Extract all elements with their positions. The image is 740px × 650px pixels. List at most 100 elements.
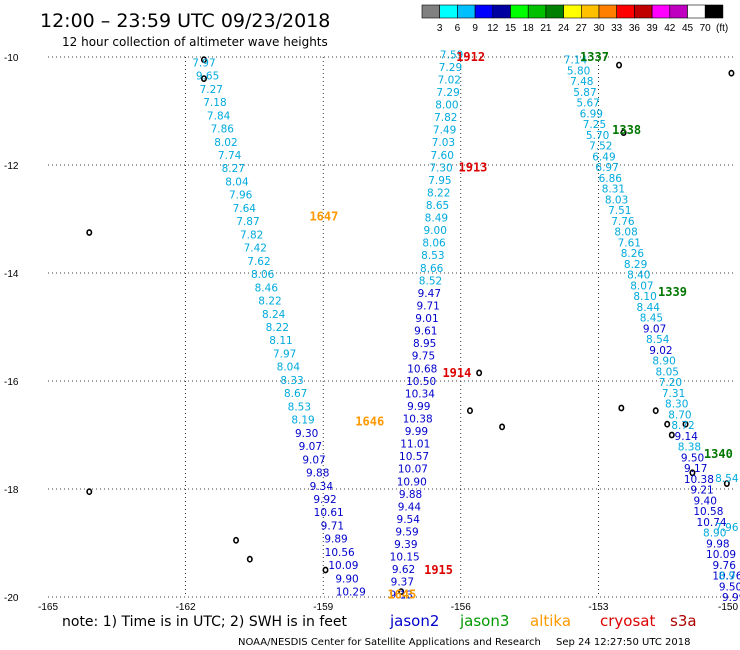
scale-swatch	[634, 4, 653, 19]
island-icon	[728, 69, 735, 77]
island-icon	[398, 588, 405, 595]
island-icon	[200, 75, 207, 82]
wave-height-value: 10.74	[697, 517, 727, 529]
wave-height-value: 7.48	[570, 76, 593, 88]
island-icon	[682, 420, 689, 428]
wave-height-value: 7.74	[218, 150, 242, 162]
wave-height-value: 10.38	[403, 413, 433, 425]
wave-height-value: 9.50	[681, 452, 704, 464]
scale-swatch	[669, 4, 688, 19]
time-label: 1338	[612, 123, 641, 137]
wave-height-value: 8.00	[435, 100, 458, 112]
wave-height-value: 8.10	[633, 291, 656, 303]
time-label: 1647	[309, 209, 338, 223]
wave-height-value: 8.31	[602, 184, 625, 196]
wave-height-value: 8.90	[703, 528, 726, 540]
wave-height-value: 7.64	[233, 203, 257, 215]
wave-height-value: 7.84	[207, 110, 231, 122]
wave-height-value: 7.59	[440, 49, 463, 61]
wave-height-value: 10.09	[328, 560, 358, 572]
axis-ticks: -165 -162 -159 -156 -153 -150 -10 -12 -14 -16 -18 -…	[4, 53, 738, 613]
wave-height-value: 9.37	[391, 577, 414, 589]
wave-height-value: 7.25	[583, 119, 606, 131]
wave-height-value: 7.96	[229, 190, 253, 202]
wave-height-value: 9.34	[310, 481, 334, 493]
wave-height-value: 6.99	[580, 108, 603, 120]
wave-height-value: 10.50	[406, 376, 436, 388]
wave-height-value: 9.30	[295, 428, 318, 440]
wave-height-value: 8.29	[624, 259, 647, 271]
wave-height-value: 7.76	[611, 216, 635, 228]
wave-height-value: 8.03	[605, 194, 628, 206]
island-icon	[689, 469, 696, 477]
y-tick-label: -16	[4, 377, 19, 388]
satellite-legend-jason3: jason3	[459, 612, 509, 630]
satellite-legend-s3a: s3a	[670, 612, 697, 630]
wave-height-value: 9.02	[649, 345, 672, 357]
island-icon	[499, 423, 506, 431]
scale-swatch	[527, 4, 547, 19]
y-tick-label: -14	[4, 269, 19, 280]
scale-swatch	[439, 4, 458, 19]
scale-unit-label: (ft)	[716, 23, 728, 34]
wave-height-value: 7.86	[211, 124, 235, 136]
wave-height-value: 7.29	[439, 62, 462, 74]
scale-label: 42	[664, 23, 676, 34]
island-icon	[668, 431, 675, 439]
wave-height-value: 8.22	[258, 296, 281, 308]
scale-label: 18	[523, 23, 535, 34]
wave-height-value: 9.59	[395, 527, 418, 539]
wave-height-value: 8.53	[288, 401, 311, 413]
wave-height-tracks: 7.979.657.277.187.847.868.027.748.278.04…	[192, 49, 740, 604]
wave-height-value: 9.88	[399, 489, 422, 501]
wave-height-value: 8.07	[630, 280, 653, 292]
scale-label: 12	[487, 23, 499, 34]
wave-height-value: 9.07	[643, 323, 666, 335]
wave-height-value: 7.27	[200, 84, 223, 96]
scale-label: 15	[505, 23, 517, 34]
wave-height-value: 9.71	[321, 520, 344, 532]
wave-height-value: 8.24	[262, 309, 286, 321]
satellite-legend: jason2 jason3 altika cryosat s3a	[389, 612, 697, 630]
y-tick-label: -20	[4, 593, 19, 604]
wave-height-value: 10.09	[706, 549, 736, 561]
wave-height-value: 7.29	[436, 87, 459, 99]
wave-height-value: 9.47	[418, 288, 441, 300]
wave-height-value: 9.39	[394, 539, 417, 551]
grid-lines	[48, 56, 736, 598]
scale-swatch	[457, 4, 476, 19]
wave-height-value: 10.90	[397, 476, 427, 488]
wave-height-value: 9.61	[414, 326, 437, 338]
wave-height-value: 8.08	[614, 227, 637, 239]
scale-label: 9	[472, 23, 478, 34]
wave-height-value: 10.58	[693, 506, 723, 518]
wave-height-value: 8.72	[671, 420, 694, 432]
time-labels: 1912 1913 1914 1915 1337 1338 1339 1340 1647 1646…	[309, 50, 732, 601]
wave-height-value: 7.49	[433, 125, 456, 137]
wave-height-value: 7.82	[434, 112, 457, 124]
wave-height-value: 7.14	[564, 55, 588, 67]
scale-label: 39	[647, 23, 659, 34]
wave-height-value: 8.46	[255, 282, 279, 294]
wave-height-value: 9.07	[302, 454, 325, 466]
island-icon	[86, 229, 93, 236]
wave-height-value: 8.06	[422, 238, 446, 250]
island-icon	[476, 369, 483, 377]
footer-credit: NOAA/NESDIS Center for Satellite Applica…	[238, 637, 541, 648]
wave-height-value: 7.51	[608, 205, 631, 217]
wave-height-value: 8.22	[427, 187, 450, 199]
time-label: 1646	[355, 415, 384, 429]
time-label: 1645	[387, 587, 416, 601]
wave-height-value: 9.50	[719, 581, 740, 593]
wave-height-value: 8.9	[718, 570, 735, 582]
wave-height-value: 8.44	[637, 302, 661, 314]
wave-height-value: 7.20	[659, 377, 682, 389]
scale-label: 21	[540, 23, 552, 34]
scale-label: 36	[629, 23, 641, 34]
wave-height-value: 8.53	[421, 250, 444, 262]
wave-height-value: 5.80	[567, 65, 590, 77]
wave-height-value: 8.33	[280, 375, 303, 387]
time-label: 1915	[424, 563, 453, 577]
wave-height-value: 9.62	[392, 564, 415, 576]
wave-height-value: 11.01	[400, 439, 430, 451]
